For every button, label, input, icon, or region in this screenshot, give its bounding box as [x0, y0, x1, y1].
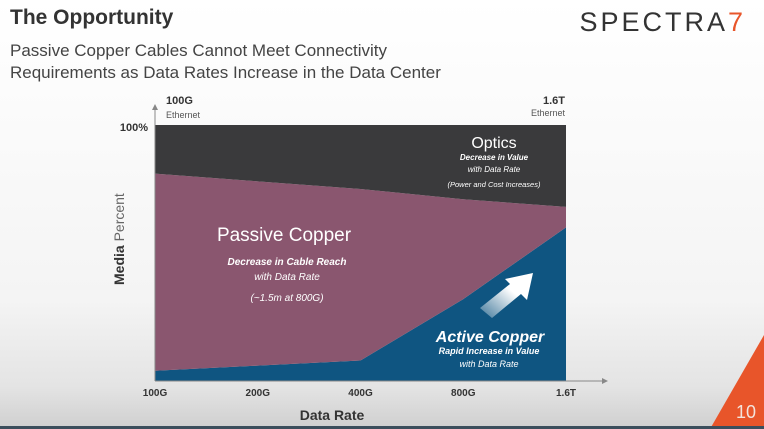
x-tick-label: 200G — [246, 388, 271, 399]
top-right-sublabel: Ethernet — [531, 108, 566, 118]
bottom-strip — [0, 426, 764, 429]
x-tick-label: 100G — [143, 388, 168, 399]
y-axis-title: Media Percent — [111, 193, 127, 285]
active-copper-title: Active Copper — [435, 329, 545, 346]
slide-title: The Opportunity — [10, 6, 174, 29]
x-tick-label: 400G — [348, 388, 373, 399]
x-axis-arrow-icon — [602, 378, 608, 384]
passive-copper-line-3: (~1.5m at 800G) — [250, 293, 323, 304]
area-optics — [155, 125, 566, 207]
slide-subtitle-line-1: Passive Copper Cables Cannot Meet Connec… — [10, 41, 388, 60]
top-left-label: 100G — [166, 95, 193, 107]
x-tick-label: 800G — [451, 388, 476, 399]
spectra7-logo: SPECTRA7 — [579, 7, 746, 38]
optics-line-3: (Power and Cost Increases) — [448, 180, 541, 189]
passive-copper-title: Passive Copper — [217, 225, 352, 246]
x-tick-label: 1.6T — [556, 388, 576, 399]
passive-copper-line-1: Decrease in Cable Reach — [228, 257, 347, 268]
slide-subtitle-line-2: Requirements as Data Rates Increase in t… — [10, 63, 441, 82]
area-active-copper — [155, 227, 566, 381]
passive-copper-line-2: with Data Rate — [254, 272, 320, 283]
x-axis-title: Data Rate — [300, 407, 365, 423]
active-copper-line-2: with Data Rate — [459, 359, 518, 369]
increase-arrow-icon — [480, 273, 533, 318]
active-copper-line-1: Rapid Increase in Value — [439, 346, 540, 356]
optics-title: Optics — [471, 135, 516, 152]
y-max-label: 100% — [120, 122, 148, 134]
optics-line-1: Decrease in Value — [460, 153, 529, 162]
y-axis-arrow-icon — [152, 104, 158, 110]
top-left-sublabel: Ethernet — [166, 110, 201, 120]
page-number: 10 — [735, 402, 756, 422]
logo-mark: 7 — [727, 7, 746, 37]
area-passive-copper — [155, 173, 566, 371]
logo-text: SPECTRA — [579, 7, 728, 37]
top-right-label: 1.6T — [543, 95, 565, 107]
optics-line-2: with Data Rate — [468, 165, 521, 174]
